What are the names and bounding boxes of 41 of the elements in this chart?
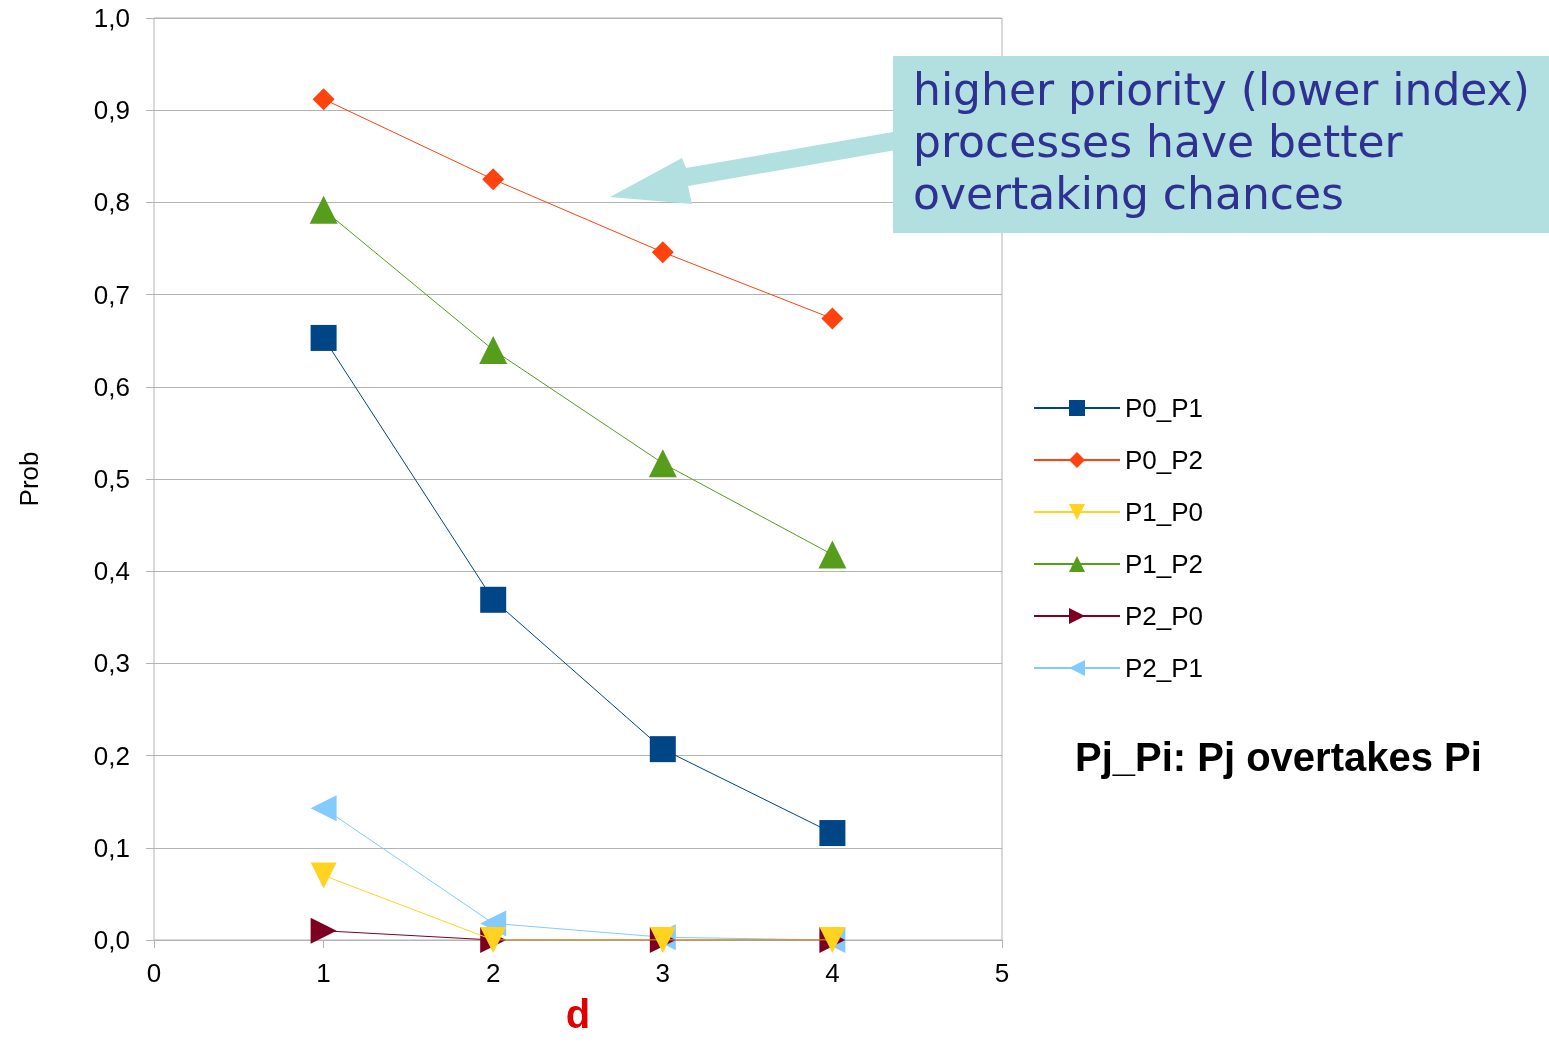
x-axis-title: d xyxy=(565,992,591,1036)
y-tick-label: 0,7 xyxy=(93,279,130,310)
y-tick-label: 0,1 xyxy=(93,832,130,863)
annotation: higher priority (lower index) processes have better overtaking chances xyxy=(893,56,1549,233)
legend-label: P0_P1 xyxy=(1125,393,1204,423)
point xyxy=(648,449,677,478)
point xyxy=(310,862,337,889)
x-tick-label: 1 xyxy=(316,958,331,988)
y-tick-label: 0,2 xyxy=(93,740,130,771)
point xyxy=(310,795,337,822)
x-tick-label: 5 xyxy=(994,958,1010,988)
legend-label: P0_P2 xyxy=(1125,445,1204,475)
point xyxy=(312,88,335,111)
legend-label: P2_P0 xyxy=(1125,601,1204,631)
y-tick-label: 0,8 xyxy=(93,187,130,218)
text: Pj_Pi: Pj overtakes Pi xyxy=(1075,735,1482,780)
point xyxy=(310,324,337,351)
point xyxy=(819,820,846,847)
y-tick-label: 0,5 xyxy=(93,464,130,494)
y-tick-label: 0,3 xyxy=(93,648,130,679)
y-axis-title: Prob xyxy=(14,451,44,507)
point xyxy=(482,168,505,191)
legend-label: P1_P2 xyxy=(1125,549,1204,579)
x-tick-label: 0 xyxy=(146,958,162,988)
y-tick-label: 0,6 xyxy=(93,371,130,402)
y-tick-label: 0,9 xyxy=(93,95,130,126)
point xyxy=(309,195,338,224)
x-tick-label: 3 xyxy=(655,958,671,988)
point xyxy=(649,736,676,763)
y-tick-label: 0,0 xyxy=(93,925,130,955)
point xyxy=(651,241,674,264)
x-tick-label: 4 xyxy=(825,958,840,988)
point xyxy=(818,540,847,569)
legend-label: P2_P1 xyxy=(1125,653,1204,683)
point xyxy=(479,335,508,364)
y-tick-label: 1,0 xyxy=(93,3,130,33)
x-tick-label: 2 xyxy=(485,958,501,988)
point xyxy=(480,586,507,613)
y-tick-label: 0,4 xyxy=(93,556,130,587)
legend-label: P1_P0 xyxy=(1125,497,1204,527)
point xyxy=(821,307,844,330)
